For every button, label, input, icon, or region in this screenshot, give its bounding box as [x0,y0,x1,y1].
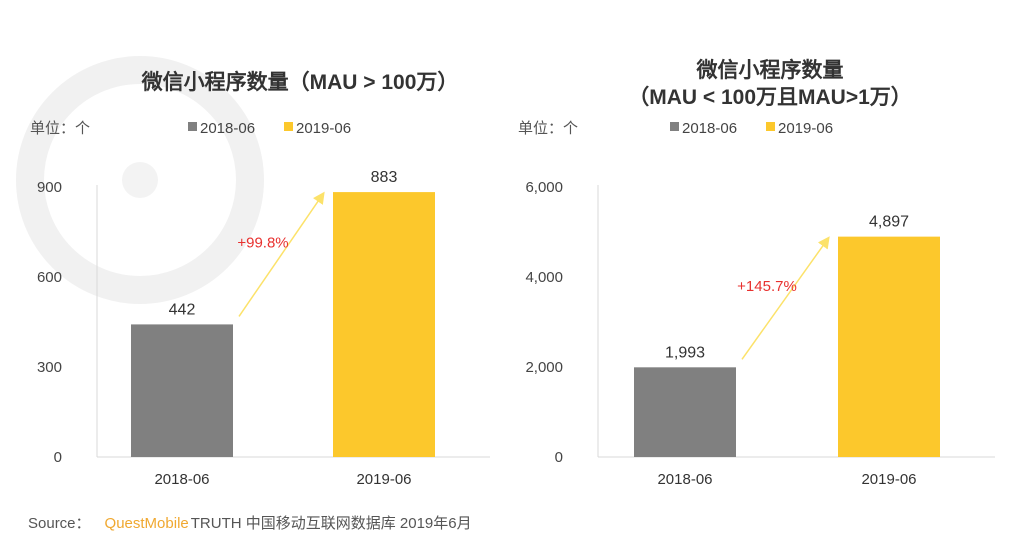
legend-label: 2019-06 [778,120,833,137]
x-tick-label: 2018-06 [657,471,712,488]
chart-subtitle: （MAU < 100万且MAU>1万） [628,85,912,109]
x-tick-label: 2018-06 [154,471,209,488]
legend-swatch [284,122,293,131]
legend-swatch [670,122,679,131]
bar-2018-06 [131,324,233,457]
value-label: 1,993 [665,344,705,361]
chart-title: 微信小程序数量（MAU > 100万） [141,70,459,94]
legend-swatch [766,122,775,131]
legend-swatch [188,122,197,131]
growth-arrow [238,191,325,317]
value-label: 4,897 [869,214,909,231]
legend-label: 2019-06 [296,120,351,137]
legend-label: 2018-06 [200,120,255,137]
y-tick-label: 600 [37,269,62,286]
legend-label: 2018-06 [682,120,737,137]
growth-arrow [741,236,830,360]
value-label: 442 [169,301,196,318]
y-tick-label: 2,000 [525,359,563,376]
unit-label: 单位：个 [30,120,90,137]
bar-2018-06 [634,367,736,457]
bar-2019-06 [838,236,940,457]
source-label: Source： [28,515,91,532]
source-note: Source： QuestMobile TRUTH 中国移动互联网数据库 2019年… [28,512,472,533]
growth-label: +145.7% [737,278,797,295]
chart-title: 微信小程序数量 [696,58,844,82]
y-tick-label: 6,000 [525,179,563,196]
growth-label: +99.8% [237,234,288,251]
y-tick-label: 0 [54,449,62,466]
x-tick-label: 2019-06 [861,471,916,488]
bar-2019-06 [333,192,435,457]
value-label: 883 [371,169,398,186]
y-tick-label: 4,000 [525,269,563,286]
source-brand: QuestMobile [104,515,189,532]
y-tick-label: 900 [37,179,62,196]
watermark-logo [16,56,264,304]
y-tick-label: 300 [37,359,62,376]
y-tick-label: 0 [555,449,563,466]
source-text: TRUTH 中国移动互联网数据库 2019年6月 [190,515,472,532]
unit-label: 单位：个 [518,120,578,137]
x-tick-label: 2019-06 [356,471,411,488]
